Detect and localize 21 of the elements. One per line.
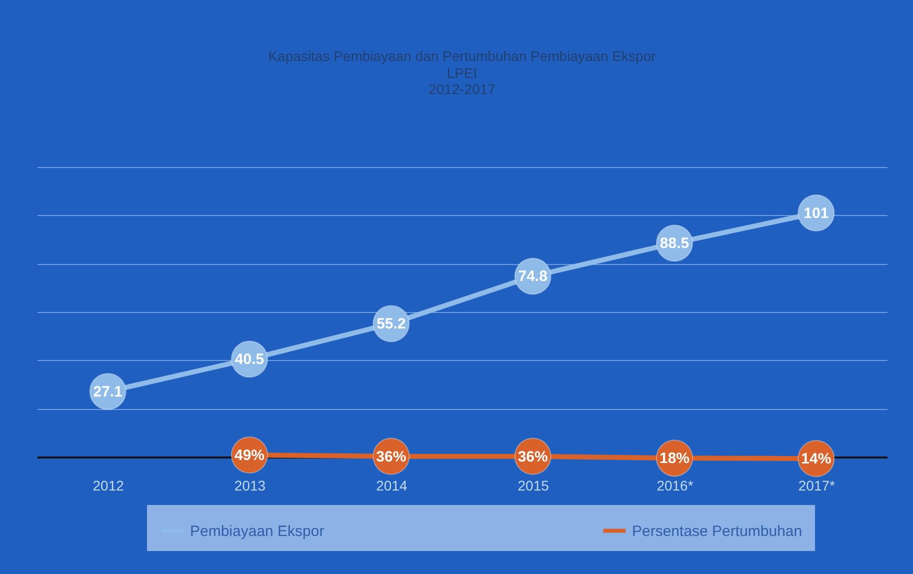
x-tick-label: 2014 <box>376 478 408 494</box>
data-label: 36% <box>376 448 406 466</box>
chart-subtitle: LPEI 2012-2017 <box>428 65 496 97</box>
legend-label: Pembiayaan Ekspor <box>190 522 324 540</box>
chart-title: Kapasitas Pembiayaan dan Pertumbuhan Pembiayaan Ekspor <box>268 48 656 64</box>
x-tick-label: 2012 <box>92 478 124 494</box>
x-tick-label: 2015 <box>518 478 550 494</box>
x-tick-label: 2016* <box>656 478 694 494</box>
data-label: 14% <box>801 450 832 468</box>
data-label: 36% <box>518 448 548 466</box>
data-label: 49% <box>234 447 265 464</box>
data-label: 74.8 <box>518 268 548 286</box>
data-label: 18% <box>659 450 690 468</box>
legend-label: Persentase Pertumbuhan <box>632 522 802 540</box>
x-tick-label: 2013 <box>234 478 266 494</box>
x-tick-label: 2017* <box>798 478 836 494</box>
data-label: 55.2 <box>376 316 406 333</box>
data-label: 101 <box>804 204 829 222</box>
data-label: 27.1 <box>93 384 122 401</box>
data-label: 40.5 <box>234 351 264 368</box>
data-label: 88.5 <box>660 235 690 252</box>
